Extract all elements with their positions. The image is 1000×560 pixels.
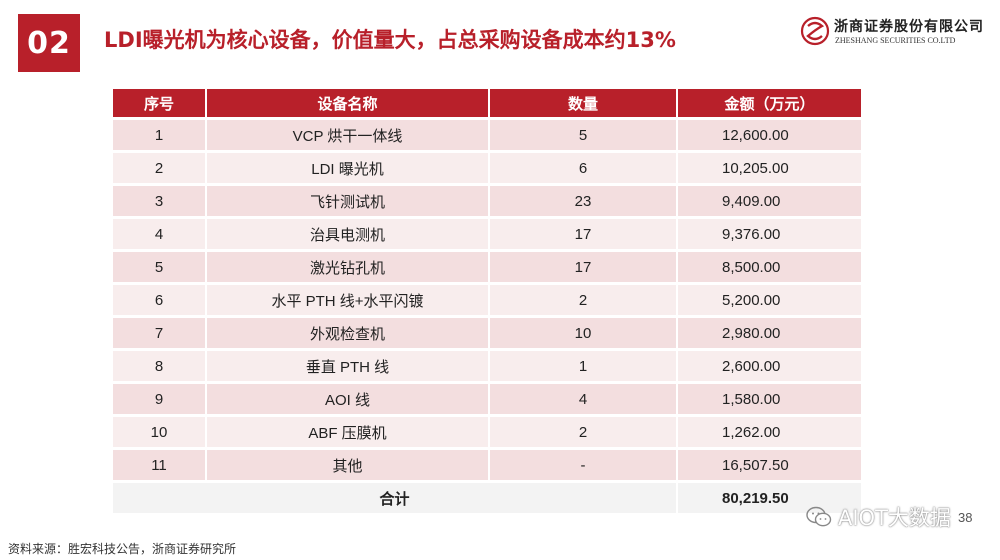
table-row: 3 飞针测试机 23 9,409.00 bbox=[113, 186, 861, 216]
cell-qty: 17 bbox=[490, 252, 678, 282]
cell-no: 11 bbox=[113, 450, 207, 480]
table-row: 7 外观检查机 10 2,980.00 bbox=[113, 318, 861, 348]
cell-no: 5 bbox=[113, 252, 207, 282]
cell-no: 1 bbox=[113, 120, 207, 150]
table-header-row: 序号 设备名称 数量 金额（万元） bbox=[113, 89, 861, 117]
cell-name: 飞针测试机 bbox=[207, 186, 490, 216]
table-row: 1 VCP 烘干一体线 5 12,600.00 bbox=[113, 120, 861, 150]
table-total-row: 合计 80,219.50 bbox=[113, 483, 861, 513]
cell-qty: 5 bbox=[490, 120, 678, 150]
cell-qty: 2 bbox=[490, 285, 678, 315]
total-label: 合计 bbox=[113, 483, 678, 513]
cell-no: 8 bbox=[113, 351, 207, 381]
cell-name: LDI 曝光机 bbox=[207, 153, 490, 183]
cell-name: VCP 烘干一体线 bbox=[207, 120, 490, 150]
header-name: 设备名称 bbox=[207, 89, 490, 117]
table-row: 6 水平 PTH 线+水平闪镀 2 5,200.00 bbox=[113, 285, 861, 315]
company-logo-icon bbox=[800, 16, 830, 46]
company-name-cn: 浙商证券股份有限公司 bbox=[834, 19, 984, 35]
wechat-icon bbox=[806, 506, 832, 527]
cell-name: 激光钻孔机 bbox=[207, 252, 490, 282]
cell-qty: 2 bbox=[490, 417, 678, 447]
watermark: AIOT大数据 bbox=[806, 502, 951, 532]
equipment-table: 序号 设备名称 数量 金额（万元） 1 VCP 烘干一体线 5 12,600.0… bbox=[113, 86, 861, 516]
table-row: 4 治具电测机 17 9,376.00 bbox=[113, 219, 861, 249]
cell-name: 治具电测机 bbox=[207, 219, 490, 249]
cell-amount: 9,409.00 bbox=[678, 186, 861, 216]
cell-no: 4 bbox=[113, 219, 207, 249]
table-row: 10 ABF 压膜机 2 1,262.00 bbox=[113, 417, 861, 447]
slide-number-badge: 02 bbox=[18, 14, 80, 72]
page-number: 38 bbox=[958, 510, 973, 525]
cell-no: 10 bbox=[113, 417, 207, 447]
table-row: 2 LDI 曝光机 6 10,205.00 bbox=[113, 153, 861, 183]
cell-amount: 5,200.00 bbox=[678, 285, 861, 315]
cell-amount: 2,980.00 bbox=[678, 318, 861, 348]
table-row: 9 AOI 线 4 1,580.00 bbox=[113, 384, 861, 414]
cell-no: 2 bbox=[113, 153, 207, 183]
cell-amount: 1,262.00 bbox=[678, 417, 861, 447]
header-amount: 金额（万元） bbox=[678, 89, 861, 117]
cell-amount: 1,580.00 bbox=[678, 384, 861, 414]
slide-title: LDI曝光机为核心设备，价值量大，占总采购设备成本约13% bbox=[104, 28, 676, 52]
cell-qty: 6 bbox=[490, 153, 678, 183]
cell-amount: 10,205.00 bbox=[678, 153, 861, 183]
cell-name: 外观检查机 bbox=[207, 318, 490, 348]
company-logo: 浙商证券股份有限公司 ZHESHANG SECURITIES CO.LTD bbox=[800, 14, 983, 50]
cell-amount: 12,600.00 bbox=[678, 120, 861, 150]
cell-no: 3 bbox=[113, 186, 207, 216]
cell-qty: 23 bbox=[490, 186, 678, 216]
cell-qty: 1 bbox=[490, 351, 678, 381]
cell-qty: 17 bbox=[490, 219, 678, 249]
header-no: 序号 bbox=[113, 89, 207, 117]
cell-qty: 10 bbox=[490, 318, 678, 348]
cell-name: 水平 PTH 线+水平闪镀 bbox=[207, 285, 490, 315]
table-row: 11 其他 - 16,507.50 bbox=[113, 450, 861, 480]
cell-no: 6 bbox=[113, 285, 207, 315]
cell-qty: - bbox=[490, 450, 678, 480]
cell-amount: 9,376.00 bbox=[678, 219, 861, 249]
source-note: 资料来源：胜宏科技公告，浙商证券研究所 bbox=[8, 542, 237, 556]
cell-name: ABF 压膜机 bbox=[207, 417, 490, 447]
total-amount: 80,219.50 bbox=[678, 483, 861, 513]
cell-name: AOI 线 bbox=[207, 384, 490, 414]
company-name-en: ZHESHANG SECURITIES CO.LTD bbox=[835, 36, 956, 45]
cell-no: 9 bbox=[113, 384, 207, 414]
table-row: 5 激光钻孔机 17 8,500.00 bbox=[113, 252, 861, 282]
cell-name: 垂直 PTH 线 bbox=[207, 351, 490, 381]
header-qty: 数量 bbox=[490, 89, 678, 117]
cell-name: 其他 bbox=[207, 450, 490, 480]
cell-no: 7 bbox=[113, 318, 207, 348]
table-row: 8 垂直 PTH 线 1 2,600.00 bbox=[113, 351, 861, 381]
cell-amount: 2,600.00 bbox=[678, 351, 861, 381]
cell-qty: 4 bbox=[490, 384, 678, 414]
cell-amount: 16,507.50 bbox=[678, 450, 861, 480]
watermark-text: AIOT大数据 bbox=[838, 506, 951, 530]
cell-amount: 8,500.00 bbox=[678, 252, 861, 282]
